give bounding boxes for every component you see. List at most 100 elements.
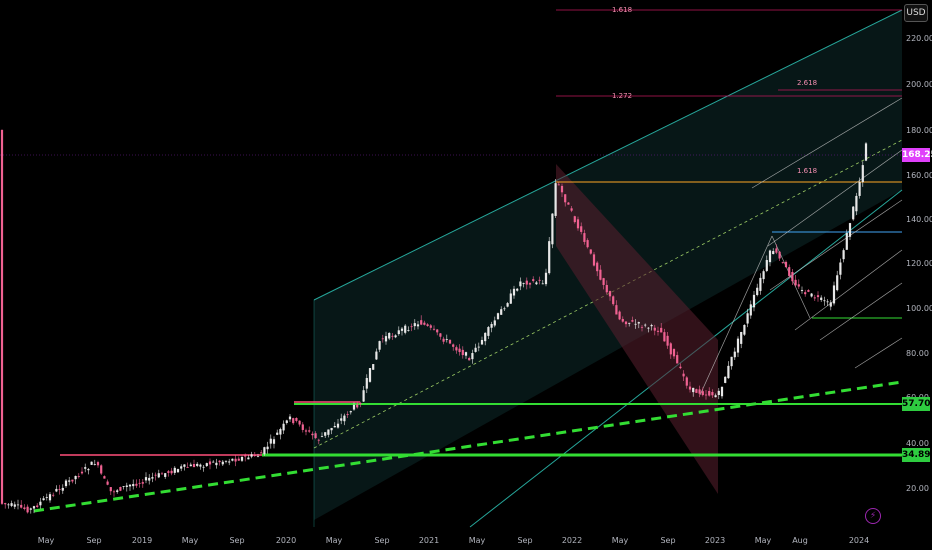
candle-body xyxy=(804,292,807,295)
candle-body xyxy=(135,483,138,486)
candle-body xyxy=(791,272,794,282)
candle-body xyxy=(586,240,589,248)
candle-body xyxy=(464,352,468,356)
candle-body xyxy=(522,283,525,284)
currency-button[interactable]: USD xyxy=(904,4,928,22)
candle-body xyxy=(698,389,701,394)
candle-body xyxy=(199,464,202,467)
fib-label-1272: 1.272 xyxy=(612,92,632,100)
candle-body xyxy=(695,389,698,393)
falling-channel-fill xyxy=(556,164,718,494)
time-tick: May xyxy=(612,536,629,545)
candle-body xyxy=(164,473,167,477)
candle-body xyxy=(650,325,653,327)
candle-body xyxy=(544,272,548,285)
fib-label-2618: 2.618 xyxy=(797,79,817,87)
candle-body xyxy=(141,482,144,484)
candle-body xyxy=(388,332,391,339)
candle-body xyxy=(320,436,324,437)
parallel-lines xyxy=(699,97,903,396)
candle-body xyxy=(525,280,528,285)
candle-body xyxy=(605,284,608,293)
candle-body xyxy=(208,461,212,465)
candle-body xyxy=(800,289,804,291)
candle-body xyxy=(564,194,567,203)
candle-body xyxy=(493,320,496,326)
candle-body xyxy=(215,462,218,466)
candle-body xyxy=(391,335,394,337)
candle-body xyxy=(807,290,810,292)
time-tick: May xyxy=(38,536,55,545)
candle-body xyxy=(272,439,276,444)
candle-body xyxy=(765,260,768,271)
candle-body xyxy=(359,402,362,404)
tradingview-logo-icon[interactable]: ⚡ xyxy=(865,508,881,524)
candle-body xyxy=(365,377,368,389)
candle-body xyxy=(160,473,164,475)
candle-body xyxy=(458,348,461,353)
candle-body xyxy=(202,466,205,468)
candle-body xyxy=(237,458,240,461)
candle-body xyxy=(816,295,820,298)
candle-body xyxy=(247,457,250,460)
candle-body xyxy=(234,458,237,462)
candle-body xyxy=(420,320,423,325)
candle-body xyxy=(500,309,503,315)
candle-body xyxy=(23,507,26,509)
candlestick-series xyxy=(0,129,868,514)
candle-body xyxy=(394,335,397,338)
time-axis: May Sep 2019 May Sep 2020 May Sep 2021 M… xyxy=(38,536,869,545)
candle-body xyxy=(298,420,301,425)
candle-body xyxy=(599,269,602,280)
candle-body xyxy=(352,404,356,410)
candle-body xyxy=(260,452,263,454)
candle-body xyxy=(535,282,538,285)
price-tick: 100.00 xyxy=(906,304,932,313)
candle-body xyxy=(343,415,346,422)
candle-body xyxy=(487,327,490,336)
candle-body xyxy=(16,504,20,506)
candle-body xyxy=(615,305,618,315)
time-tick: May xyxy=(755,536,772,545)
candle-body xyxy=(253,454,256,456)
support-price-badge: 57.70 xyxy=(902,397,931,411)
candle-body xyxy=(183,464,186,467)
candle-body xyxy=(740,331,743,344)
candle-body xyxy=(340,418,343,421)
candle-body xyxy=(647,327,650,329)
time-tick: Sep xyxy=(517,536,532,545)
candle-body xyxy=(596,262,599,272)
candle-body xyxy=(276,432,279,435)
candle-body xyxy=(621,318,624,322)
candle-body xyxy=(48,494,52,501)
candle-body xyxy=(416,324,420,327)
candle-body xyxy=(554,183,557,216)
candle-body xyxy=(820,297,823,300)
candle-body xyxy=(4,503,7,505)
candle-body xyxy=(439,333,442,337)
candle-body xyxy=(304,430,308,432)
candle-body xyxy=(221,461,224,465)
candle-body xyxy=(279,429,282,435)
candle-body xyxy=(77,476,80,477)
candle-body xyxy=(346,414,349,415)
candle-body xyxy=(548,241,551,274)
candle-body xyxy=(512,288,516,296)
candle-body xyxy=(26,506,29,513)
candle-body xyxy=(368,368,372,382)
last-price-badge: 168.25 xyxy=(902,148,932,162)
candle-body xyxy=(80,471,84,474)
candle-body xyxy=(704,394,708,396)
candle-body xyxy=(32,506,36,509)
candle-body xyxy=(122,486,125,487)
candle-body xyxy=(295,418,298,421)
candle-body xyxy=(602,278,605,285)
price-tick: 160.00 xyxy=(906,171,932,180)
candle-body xyxy=(448,339,452,344)
time-tick: 2023 xyxy=(705,536,725,545)
time-tick: Sep xyxy=(374,536,389,545)
long-term-trendline xyxy=(33,380,903,513)
candle-body xyxy=(509,293,512,304)
candle-body xyxy=(442,338,445,342)
